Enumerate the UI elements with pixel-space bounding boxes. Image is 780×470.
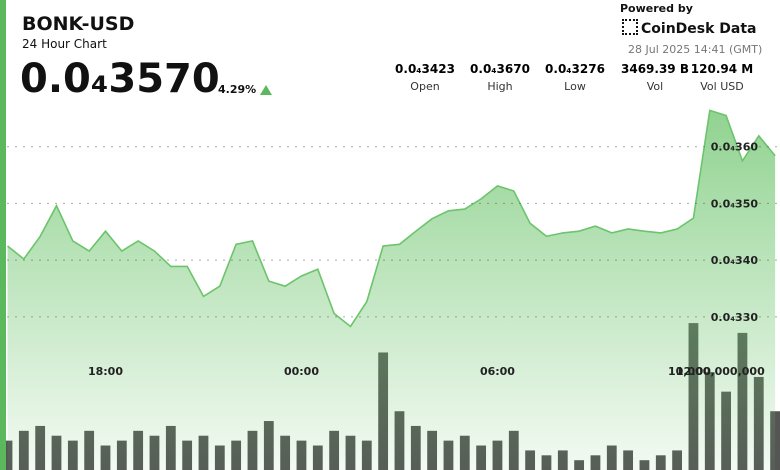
stat: 3469.39 B Vol [615,62,695,93]
stat: 120.94 M Vol USD [682,62,762,93]
stat-label: Low [564,80,586,93]
stat-value: 0.0₄3276 [545,62,605,76]
x-tick-label: 06:00 [480,365,515,378]
y-tick-label: 0.0₄350 [711,197,759,210]
stat-label: High [487,80,513,93]
accent-bar [0,0,6,470]
x-tick-label: 18:00 [88,365,123,378]
volume-bar [770,411,780,470]
stat-label: Open [410,80,440,93]
subtitle: 24 Hour Chart [22,37,107,51]
price-area [7,110,776,470]
price: 0.0₄3570 [20,56,220,102]
stat-value: 0.0₄3670 [470,62,530,76]
up-arrow [260,85,272,95]
price-line [7,109,776,328]
y-tick-label: 0.0₄360 [711,141,759,154]
stat-value: 3469.39 B [621,62,689,76]
stat-label: Vol USD [700,80,744,93]
x-tick-label: 12:00 [676,365,711,378]
stat: 0.0₄3423 Open [385,62,465,93]
brand: CoinDesk Data [622,19,757,37]
change: 4.29% [218,83,257,96]
y2-tick-label: 10,000,000,000 [668,365,765,378]
timestamp: 28 Jul 2025 14:41 (GMT) [628,43,763,56]
stat: 0.0₄3276 Low [535,62,615,93]
stat: 0.0₄3670 High [460,62,540,93]
powered-by: Powered by [620,2,693,15]
brand-logo [622,19,638,35]
y-tick-label: 0.0₄330 [711,311,759,324]
title: BONK-USD [22,13,135,35]
stat-label: Vol [646,80,664,93]
stat-value: 0.0₄3423 [395,62,455,76]
y-tick-label: 0.0₄340 [711,254,759,267]
stat-value: 120.94 M [690,62,754,76]
brand-name: CoinDesk Data [641,21,757,37]
x-tick-label: 00:00 [284,365,319,378]
